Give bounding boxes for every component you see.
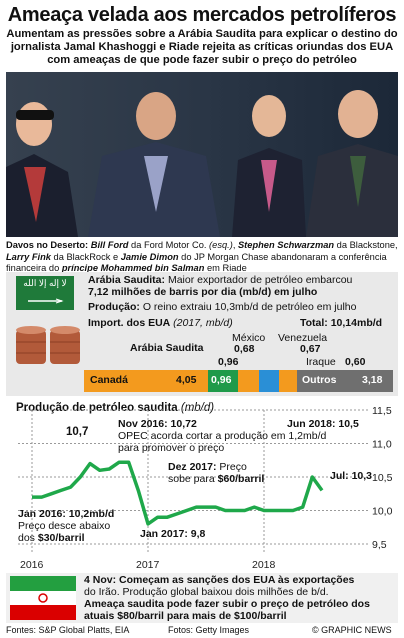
bar-value-mexico: 0,68 <box>234 343 255 355</box>
bar-canada <box>84 370 208 392</box>
iran-line-4: atuais $80/barril para mais de $100/barr… <box>84 610 287 622</box>
bar-label-saudi: Arábia Saudita <box>130 342 204 354</box>
caption-text: do JP Morgan Chase abandonaram a conferê… <box>6 251 387 274</box>
annot-dec-text2: sobe para <box>168 473 218 485</box>
annot-peak-107: 10,7 <box>66 426 89 438</box>
bar-value-venezuela: 0,67 <box>300 343 321 355</box>
saudi-label: Arábia Saudita: <box>88 274 166 286</box>
annot-dec-price: $60/barril <box>217 473 265 485</box>
annot-jan16-price: $30/barril <box>37 532 85 544</box>
caption-name-salman: príncipe Mohammed bin Salman <box>61 263 205 273</box>
bar-label-venezuela: Venezuela <box>278 332 328 344</box>
chart-unit: (mb/d) <box>180 402 215 414</box>
imports-period: (2017, mb/d) <box>170 317 233 329</box>
imports-label: Import. dos EUA <box>88 317 171 329</box>
photo-caption: Davos no Deserto: Bill Ford da Ford Moto… <box>6 240 398 275</box>
annot-nov-title: Nov 2016: 10,72 <box>118 418 197 430</box>
chart-title-text: Produção de petróleo saudita <box>16 402 178 414</box>
photo-illustration <box>6 72 398 237</box>
annot-dec-2017: Dez 2017: Preço sobe para $60/barril <box>168 461 264 485</box>
iran-line-2: do Irão. Produção global baixou dois mil… <box>84 586 329 598</box>
caption-name-dimon: Jamie Dimon <box>120 251 179 262</box>
annot-jul-2018: Jul: 10,3 <box>330 470 373 482</box>
saudi-exports-line2: 7,12 milhões de barris por dia (mb/d) em… <box>88 286 318 298</box>
footer-sources: Fontes: S&P Global Platts, EIA <box>6 625 130 635</box>
caption-text: , <box>232 240 238 250</box>
footer-credit: © GRAPHIC NEWS <box>312 625 392 635</box>
flag-inscription: لا إله إلا الله <box>23 278 67 288</box>
bar-venezuela <box>259 370 279 392</box>
saudi-production-text: Produção: O reino extraiu 10,3mb/d de pe… <box>88 301 398 313</box>
bar-iraq <box>279 370 297 392</box>
bar-saudi <box>208 370 238 392</box>
caption-text: da Ford Motor Co. <box>128 240 210 250</box>
bar-others <box>297 370 393 392</box>
series-line-production <box>32 460 324 526</box>
annot-dec-title: Dez 2017: <box>168 461 217 473</box>
caption-text: em Riade <box>204 263 247 273</box>
saudi-flag-icon <box>16 276 74 310</box>
x-tick-label: 2016 <box>20 559 44 571</box>
y-tick-label: 10,5 <box>372 472 393 484</box>
y-tick-label: 11,5 <box>372 405 392 417</box>
caption-lead: Davos no Deserto: <box>6 240 91 250</box>
caption-name-fink: Larry Fink <box>6 251 51 262</box>
production-label: Produção: <box>88 301 140 313</box>
bar-label-canada: Canadá <box>90 374 128 386</box>
footer-photos: Fotos: Getty Images <box>168 625 250 635</box>
us-imports-total: Total: 10,14mb/d <box>300 317 383 329</box>
oil-barrels-icon <box>14 320 82 371</box>
caption-text: (esq.) <box>209 240 233 250</box>
x-tick-label: 2017 <box>136 559 160 571</box>
annot-jun-2018: Jun 2018: 10,5 <box>287 418 359 430</box>
annot-jan16-text1: Preço desce abaixo <box>18 520 111 532</box>
bar-value-saudi: 0,96 <box>218 356 239 368</box>
annot-nov-2016: Nov 2016: 10,72 OPEC acorda cortar a prod… <box>118 418 328 454</box>
y-tick-label: 10,0 <box>372 506 393 518</box>
bar-mexico <box>238 370 259 392</box>
saudi-exports-text: Arábia Saudita: Maior exportador de petr… <box>88 274 398 286</box>
photo-executives <box>6 72 398 237</box>
y-tick-label: 9,5 <box>372 539 387 551</box>
annot-jan16-text2: dos <box>18 532 38 544</box>
annot-jan-2017: Jan 2017: 9,8 <box>140 528 206 540</box>
caption-name-ford: Bill Ford <box>90 240 129 250</box>
saudi-exports-desc: Maior exportador de petróleo embarcou <box>165 274 353 286</box>
x-tick-label: 2018 <box>252 559 276 571</box>
caption-text: da Blackstone, <box>334 240 398 250</box>
annot-jan16-title: Jan 2016: 10,2mb/d <box>18 508 115 520</box>
annot-jan-2016: Jan 2016: 10,2mb/d Preço desce abaixo dos … <box>18 508 114 544</box>
bar-value-saudi-inbar: 0,96 <box>211 374 232 386</box>
chart-y-ticks: 11,5 11,0 10,5 10,0 9,5 <box>372 405 393 551</box>
production-desc: O reino extraiu 10,3mb/d de petróleo em … <box>139 301 357 313</box>
page-title: Ameaça velada aos mercados petrolíferos <box>7 4 397 26</box>
caption-text: da BlackRock e <box>50 251 121 262</box>
iran-line-3: Ameaça saudita pode fazer subir o preço … <box>84 598 370 610</box>
annot-nov-text: OPEC acorda cortar a produção em 1,2mb/d… <box>118 430 327 454</box>
bar-label-others: Outros <box>302 374 337 386</box>
bar-value-iraq: 0,60 <box>345 356 366 368</box>
bar-value-canada: 4,05 <box>176 374 197 386</box>
iran-flag-icon <box>10 576 76 625</box>
bar-label-iraq: Iraque <box>306 356 336 368</box>
chart-title: Produção de petróleo saudita (mb/d) <box>16 402 214 414</box>
us-imports-title: Import. dos EUA (2017, mb/d) <box>88 317 233 329</box>
y-tick-label: 11,0 <box>372 439 392 451</box>
bar-value-others: 3,18 <box>362 374 383 386</box>
caption-name-schwarzman: Stephen Schwarzman <box>237 240 335 250</box>
chart-x-ticks: 2016 2017 2018 <box>20 559 276 571</box>
subtitle: Aumentam as pressões sobre a Arábia Saud… <box>6 28 398 66</box>
iran-line-1: 4 Nov: Começam as sanções dos EUA às exp… <box>84 574 355 586</box>
bar-label-mexico: México <box>232 332 266 344</box>
annot-dec-text1: Preço <box>219 461 247 473</box>
